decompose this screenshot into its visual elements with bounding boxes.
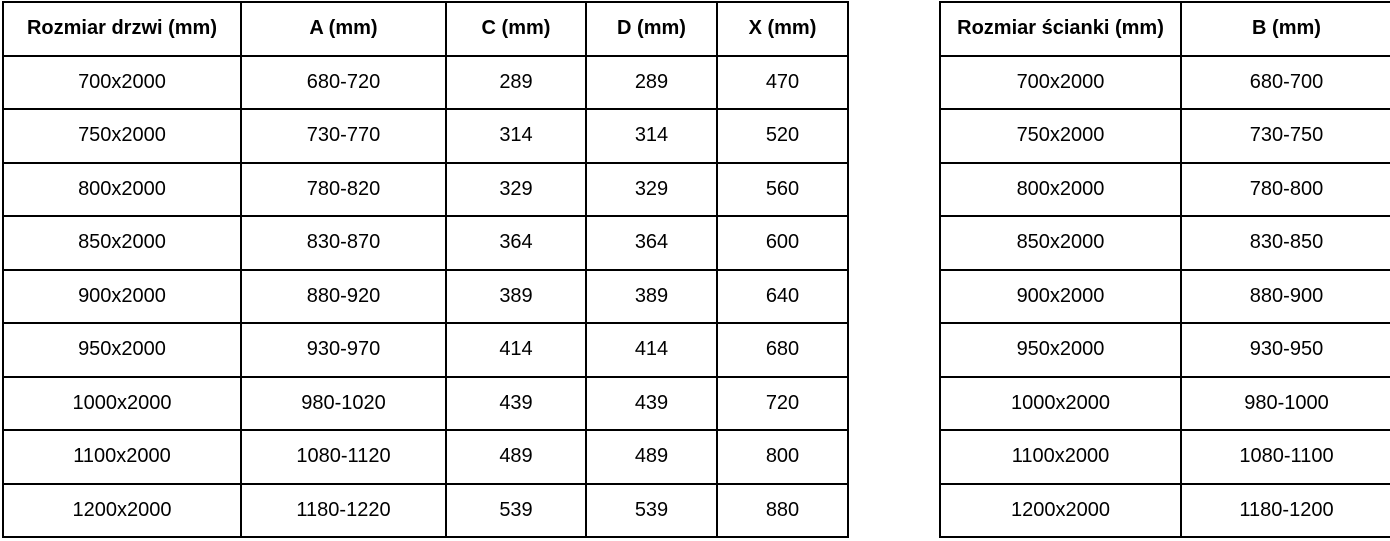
table-cell: 800x2000 — [2, 161, 242, 217]
table-cell: 950x2000 — [2, 322, 242, 378]
table-cell: 289 — [585, 54, 718, 110]
table-row: 950x2000 930-950 — [939, 322, 1390, 378]
table-cell: 720 — [716, 375, 849, 431]
table-cell: 850x2000 — [939, 215, 1182, 271]
table-cell: 1200x2000 — [2, 482, 242, 538]
table-cell: 750x2000 — [2, 108, 242, 164]
table-cell: 364 — [445, 215, 587, 271]
table-cell: 900x2000 — [939, 268, 1182, 324]
table-row: 800x2000 780-820 329 329 560 — [2, 161, 849, 217]
table-cell: 289 — [445, 54, 587, 110]
table-cell: 1080-1120 — [240, 429, 447, 485]
table-cell: 1000x2000 — [2, 375, 242, 431]
table-cell: 439 — [445, 375, 587, 431]
table-cell: 470 — [716, 54, 849, 110]
table-cell: 364 — [585, 215, 718, 271]
column-header: X (mm) — [716, 1, 849, 57]
table-cell: 950x2000 — [939, 322, 1182, 378]
table-cell: 750x2000 — [939, 108, 1182, 164]
column-header: Rozmiar drzwi (mm) — [2, 1, 242, 57]
door-size-table: Rozmiar drzwi (mm) A (mm) C (mm) D (mm) X (m… — [2, 1, 849, 538]
table-cell: 680 — [716, 322, 849, 378]
table-cell: 880-900 — [1180, 268, 1390, 324]
table-cell: 730-770 — [240, 108, 447, 164]
table-cell: 930-950 — [1180, 322, 1390, 378]
table-cell: 489 — [445, 429, 587, 485]
table-cell: 780-800 — [1180, 161, 1390, 217]
table-cell: 730-750 — [1180, 108, 1390, 164]
table-cell: 389 — [445, 268, 587, 324]
table-cell: 850x2000 — [2, 215, 242, 271]
table-cell: 900x2000 — [2, 268, 242, 324]
table-cell: 1100x2000 — [2, 429, 242, 485]
table-row: 1200x2000 1180-1200 — [939, 482, 1390, 538]
header-row: Rozmiar drzwi (mm) A (mm) C (mm) D (mm) X (m… — [2, 1, 849, 57]
table-row: 750x2000 730-770 314 314 520 — [2, 108, 849, 164]
table-row: 1100x2000 1080-1100 — [939, 429, 1390, 485]
table-cell: 389 — [585, 268, 718, 324]
column-header: D (mm) — [585, 1, 718, 57]
table-row: 1200x2000 1180-1220 539 539 880 — [2, 482, 849, 538]
table-cell: 930-970 — [240, 322, 447, 378]
header-row: Rozmiar ścianki (mm) B (mm) — [939, 1, 1390, 57]
column-header: B (mm) — [1180, 1, 1390, 57]
table-row: 700x2000 680-720 289 289 470 — [2, 54, 849, 110]
table-cell: 329 — [445, 161, 587, 217]
table-cell: 880 — [716, 482, 849, 538]
table-row: 900x2000 880-920 389 389 640 — [2, 268, 849, 324]
table-cell: 1180-1220 — [240, 482, 447, 538]
door-table-head: Rozmiar drzwi (mm) A (mm) C (mm) D (mm) X (m… — [2, 1, 849, 57]
table-cell: 560 — [716, 161, 849, 217]
table-cell: 830-870 — [240, 215, 447, 271]
table-cell: 680-720 — [240, 54, 447, 110]
table-cell: 520 — [716, 108, 849, 164]
table-row: 700x2000 680-700 — [939, 54, 1390, 110]
table-cell: 1180-1200 — [1180, 482, 1390, 538]
table-cell: 1080-1100 — [1180, 429, 1390, 485]
column-header: Rozmiar ścianki (mm) — [939, 1, 1182, 57]
table-row: 1100x2000 1080-1120 489 489 800 — [2, 429, 849, 485]
column-header: C (mm) — [445, 1, 587, 57]
table-row: 1000x2000 980-1000 — [939, 375, 1390, 431]
wall-table-body: 700x2000 680-700 750x2000 730-750 800x2000 78… — [939, 54, 1390, 538]
wall-table-head: Rozmiar ścianki (mm) B (mm) — [939, 1, 1390, 57]
table-row: 850x2000 830-850 — [939, 215, 1390, 271]
table-cell: 880-920 — [240, 268, 447, 324]
table-cell: 489 — [585, 429, 718, 485]
table-cell: 1000x2000 — [939, 375, 1182, 431]
table-cell: 414 — [585, 322, 718, 378]
table-cell: 329 — [585, 161, 718, 217]
table-cell: 640 — [716, 268, 849, 324]
table-cell: 314 — [445, 108, 587, 164]
table-row: 950x2000 930-970 414 414 680 — [2, 322, 849, 378]
table-cell: 700x2000 — [939, 54, 1182, 110]
table-row: 750x2000 730-750 — [939, 108, 1390, 164]
table-cell: 800 — [716, 429, 849, 485]
table-row: 850x2000 830-870 364 364 600 — [2, 215, 849, 271]
table-cell: 680-700 — [1180, 54, 1390, 110]
wall-size-table: Rozmiar ścianki (mm) B (mm) 700x2000 680-7… — [939, 1, 1390, 538]
table-cell: 539 — [445, 482, 587, 538]
table-cell: 800x2000 — [939, 161, 1182, 217]
table-cell: 700x2000 — [2, 54, 242, 110]
table-cell: 600 — [716, 215, 849, 271]
door-table-body: 700x2000 680-720 289 289 470 750x2000 730-770 3… — [2, 54, 849, 538]
table-cell: 414 — [445, 322, 587, 378]
table-cell: 980-1000 — [1180, 375, 1390, 431]
table-cell: 980-1020 — [240, 375, 447, 431]
table-cell: 780-820 — [240, 161, 447, 217]
table-row: 1000x2000 980-1020 439 439 720 — [2, 375, 849, 431]
table-cell: 539 — [585, 482, 718, 538]
table-cell: 439 — [585, 375, 718, 431]
table-cell: 314 — [585, 108, 718, 164]
table-cell: 830-850 — [1180, 215, 1390, 271]
table-row: 800x2000 780-800 — [939, 161, 1390, 217]
table-cell: 1200x2000 — [939, 482, 1182, 538]
column-header: A (mm) — [240, 1, 447, 57]
table-cell: 1100x2000 — [939, 429, 1182, 485]
table-row: 900x2000 880-900 — [939, 268, 1390, 324]
